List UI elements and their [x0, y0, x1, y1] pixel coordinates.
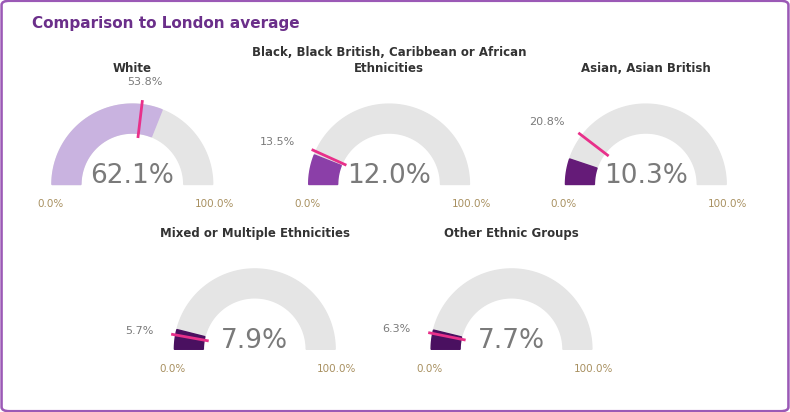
Title: Asian, Asian British: Asian, Asian British	[581, 62, 711, 75]
Polygon shape	[566, 159, 597, 185]
Text: 0.0%: 0.0%	[416, 364, 442, 374]
Polygon shape	[431, 269, 592, 349]
Polygon shape	[175, 269, 335, 349]
Text: 0.0%: 0.0%	[294, 199, 320, 209]
Text: 12.0%: 12.0%	[347, 164, 431, 190]
Text: 100.0%: 100.0%	[451, 199, 491, 209]
Polygon shape	[52, 104, 162, 185]
Text: Comparison to London average: Comparison to London average	[32, 16, 299, 31]
Text: 5.7%: 5.7%	[125, 326, 153, 336]
Text: 100.0%: 100.0%	[574, 364, 613, 374]
Text: 13.5%: 13.5%	[260, 137, 295, 147]
Text: 20.8%: 20.8%	[529, 117, 564, 127]
Text: 6.3%: 6.3%	[382, 324, 411, 334]
Text: 62.1%: 62.1%	[90, 164, 175, 190]
Text: 0.0%: 0.0%	[160, 364, 186, 374]
Text: 10.3%: 10.3%	[604, 164, 688, 190]
Text: 100.0%: 100.0%	[317, 364, 356, 374]
Polygon shape	[566, 104, 726, 185]
Text: 100.0%: 100.0%	[708, 199, 747, 209]
Title: Mixed or Multiple Ethnicities: Mixed or Multiple Ethnicities	[160, 227, 350, 240]
Polygon shape	[309, 104, 469, 185]
Text: 7.9%: 7.9%	[221, 328, 288, 354]
Title: White: White	[113, 62, 152, 75]
Polygon shape	[431, 330, 461, 349]
Text: 100.0%: 100.0%	[194, 199, 234, 209]
Text: 7.7%: 7.7%	[478, 328, 545, 354]
Polygon shape	[175, 330, 205, 349]
Title: Black, Black British, Caribbean or African
Ethnicities: Black, Black British, Caribbean or Afric…	[252, 46, 526, 75]
Text: 0.0%: 0.0%	[37, 199, 63, 209]
Polygon shape	[52, 104, 213, 185]
Polygon shape	[309, 155, 341, 185]
Title: Other Ethnic Groups: Other Ethnic Groups	[444, 227, 579, 240]
Text: 0.0%: 0.0%	[551, 199, 577, 209]
Text: 53.8%: 53.8%	[127, 77, 162, 87]
